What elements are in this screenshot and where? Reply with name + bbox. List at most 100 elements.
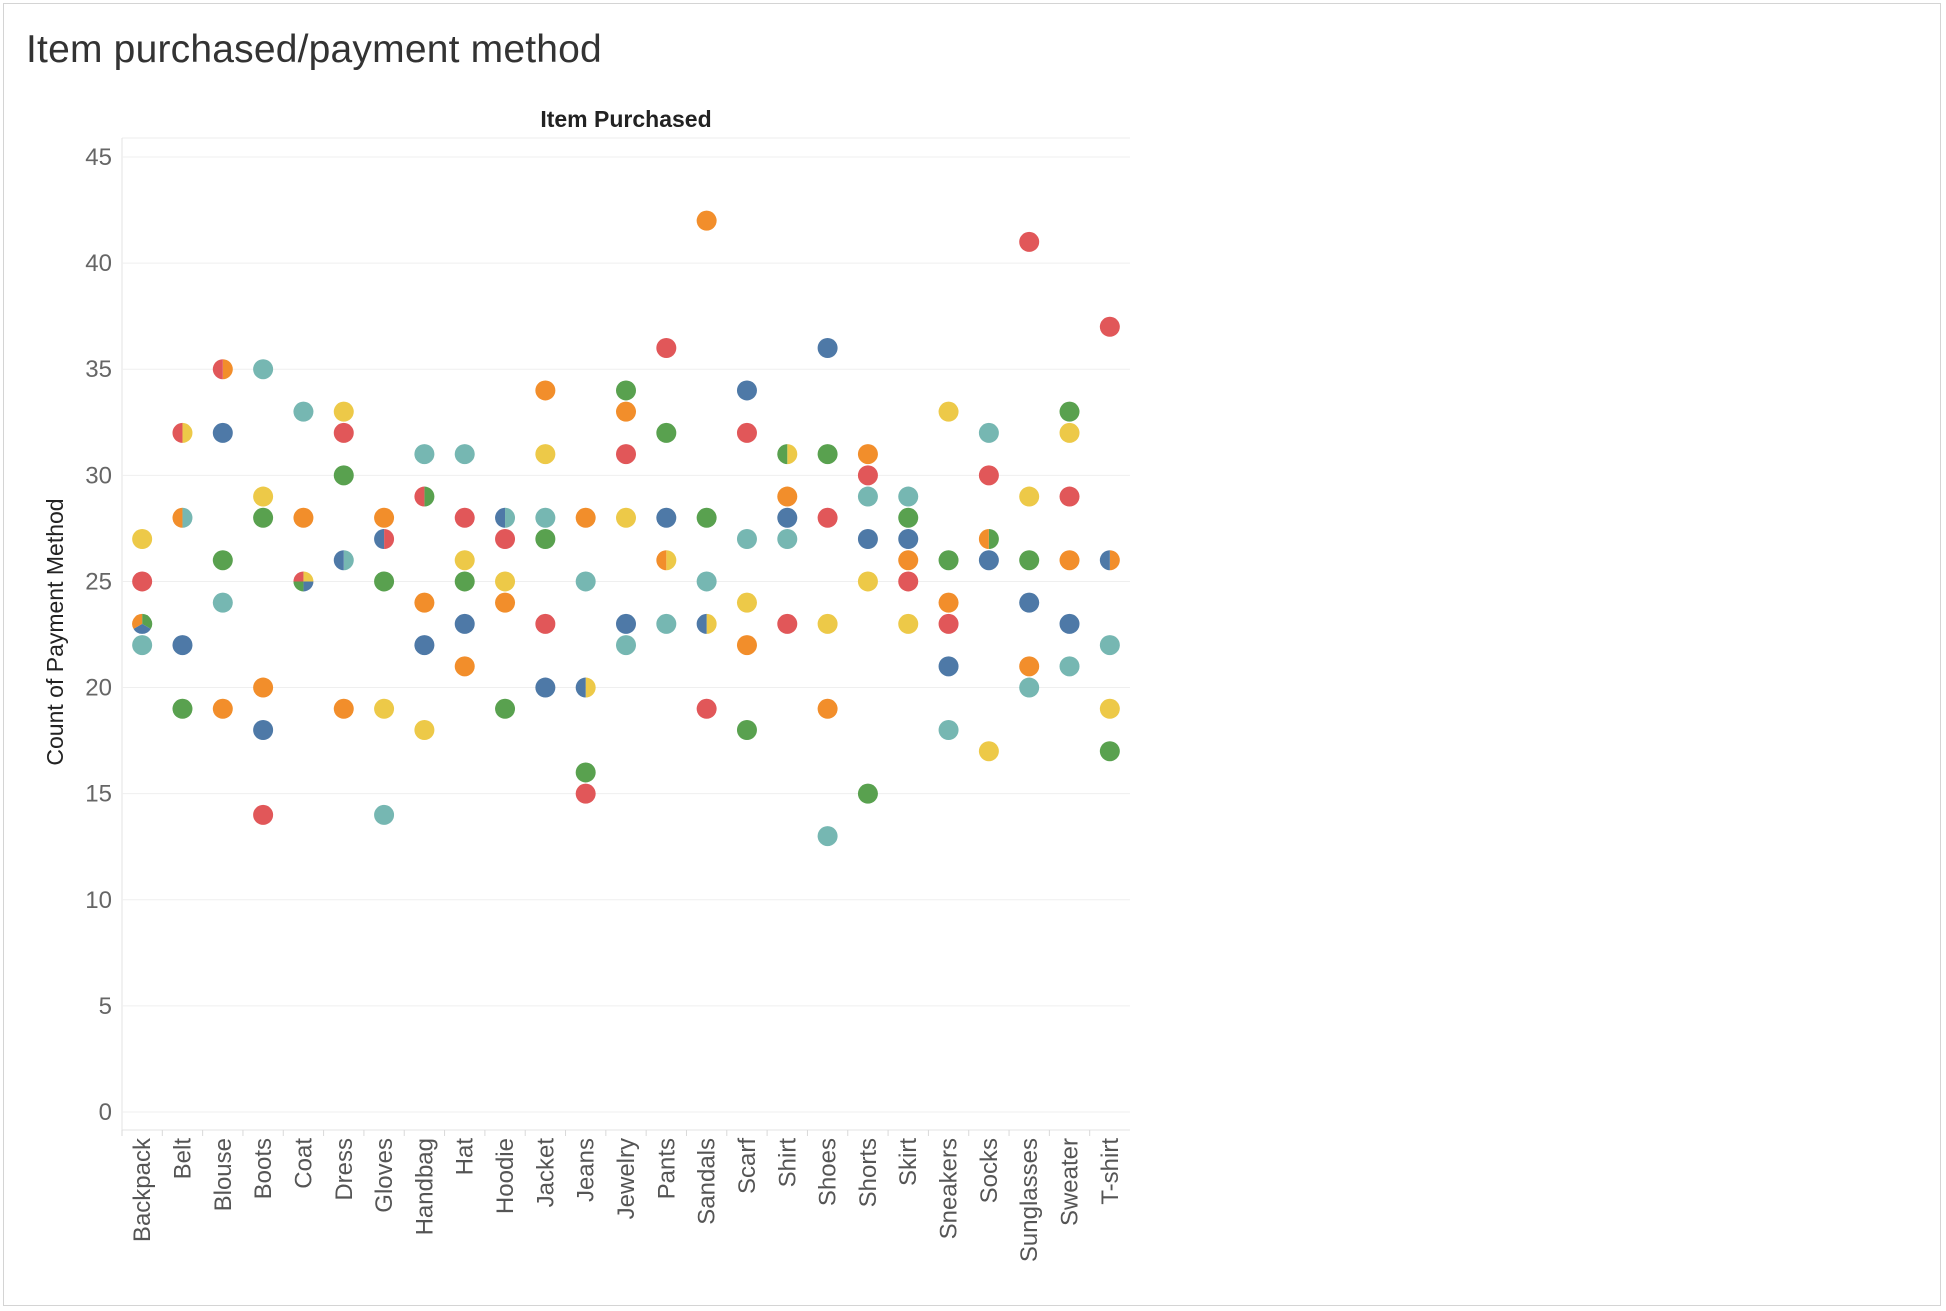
column-header: Item Purchased (540, 106, 711, 132)
data-point (1059, 422, 1080, 443)
data-point (333, 422, 354, 443)
data-point (938, 656, 959, 677)
data-point (656, 507, 677, 528)
data-point (132, 529, 153, 549)
data-points (132, 210, 1120, 847)
data-point (898, 486, 919, 507)
data-point (616, 444, 636, 465)
data-point (293, 507, 314, 528)
data-point (414, 444, 435, 465)
data-point (938, 613, 959, 634)
x-tick-label: Dress (331, 1138, 358, 1201)
data-point (495, 529, 516, 549)
data-point (1099, 316, 1120, 337)
data-point (777, 507, 798, 528)
x-tick-label: Handbag (411, 1138, 438, 1235)
x-tick-label: Shirt (774, 1138, 801, 1188)
data-point (1099, 635, 1120, 656)
data-point (495, 507, 516, 528)
data-point (253, 677, 274, 698)
data-point (616, 613, 636, 634)
data-point (656, 338, 677, 358)
data-point (535, 507, 556, 528)
data-point (616, 380, 636, 401)
data-point (696, 507, 717, 528)
data-point (495, 592, 516, 613)
data-point (978, 741, 999, 762)
data-point (1099, 741, 1120, 762)
data-point (1099, 550, 1120, 571)
data-point (535, 529, 556, 549)
data-point (172, 422, 193, 443)
x-tick-label: Sneakers (936, 1138, 963, 1239)
x-tick-label: Belt (169, 1138, 196, 1180)
data-point (253, 507, 274, 528)
data-point (333, 401, 354, 422)
data-point (253, 720, 274, 740)
data-point (736, 529, 757, 549)
data-point (736, 422, 757, 443)
data-point (817, 338, 838, 358)
data-point (212, 592, 233, 613)
data-point (1099, 698, 1120, 719)
data-point (212, 422, 233, 443)
data-point (575, 507, 596, 528)
x-tick-label: Socks (976, 1138, 1003, 1203)
data-point (253, 486, 274, 507)
data-point (333, 465, 354, 486)
data-point (414, 592, 435, 613)
y-tick-label: 45 (85, 144, 112, 171)
y-axis: 0 5 10 15 20 25 30 35 40 45 (85, 144, 112, 1126)
data-point (898, 613, 919, 634)
data-point (777, 444, 798, 465)
x-tick-label: Sweater (1057, 1138, 1084, 1226)
x-tick-label: Pants (653, 1138, 680, 1199)
data-point (333, 698, 354, 719)
data-point (938, 401, 959, 422)
data-point (535, 380, 556, 401)
data-point (1059, 656, 1080, 677)
data-point (1019, 231, 1040, 252)
data-point (1019, 550, 1040, 571)
data-point (414, 486, 435, 507)
data-point (777, 529, 798, 549)
dashboard-frame (3, 3, 1941, 1306)
y-tick-label: 5 (99, 993, 112, 1020)
data-point (817, 444, 838, 465)
data-point (535, 677, 556, 698)
data-point (172, 698, 193, 719)
data-point (495, 698, 516, 719)
data-point (212, 359, 233, 380)
y-tick-label: 15 (85, 781, 112, 808)
data-point (857, 571, 878, 592)
data-point (736, 592, 757, 613)
data-point (857, 444, 878, 465)
x-tick-label: Shorts (855, 1138, 882, 1207)
data-point (736, 380, 757, 401)
data-point (414, 635, 435, 656)
data-point (293, 571, 314, 592)
x-tick-label: Jacket (532, 1138, 559, 1208)
x-tick-label: Boots (250, 1138, 277, 1199)
x-tick-label: Jeans (573, 1138, 600, 1202)
data-point (575, 677, 596, 698)
x-tick-label: Shoes (815, 1138, 842, 1206)
data-point (575, 762, 596, 783)
data-point (898, 571, 919, 592)
y-tick-label: 0 (99, 1099, 112, 1126)
data-point (1019, 486, 1040, 507)
data-point (172, 507, 193, 528)
data-point (333, 550, 354, 571)
data-point (857, 783, 878, 804)
data-point (777, 486, 798, 507)
x-tick-label: Jewelry (613, 1138, 640, 1219)
data-point (172, 635, 193, 656)
data-point (898, 550, 919, 571)
data-point (898, 507, 919, 528)
data-point (374, 804, 395, 825)
data-point (212, 698, 233, 719)
data-point (736, 635, 757, 656)
data-point (857, 529, 878, 549)
y-tick-label: 35 (85, 356, 112, 383)
data-point (253, 359, 274, 380)
